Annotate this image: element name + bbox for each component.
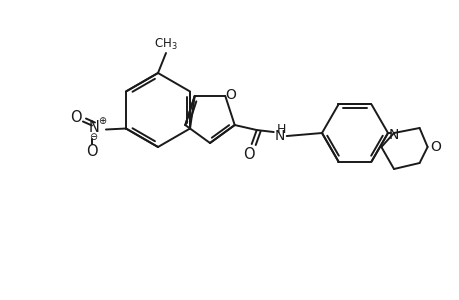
Text: O: O: [70, 110, 82, 125]
Text: N: N: [88, 120, 99, 135]
Text: O: O: [429, 140, 440, 154]
Text: O: O: [86, 144, 98, 159]
Text: O: O: [242, 146, 254, 161]
Text: ⊕: ⊕: [98, 116, 106, 125]
Text: O: O: [224, 88, 235, 102]
Text: N: N: [274, 129, 284, 143]
Text: H: H: [276, 122, 286, 136]
Text: CH$_3$: CH$_3$: [154, 37, 178, 52]
Text: ⊖: ⊖: [89, 131, 97, 142]
Text: N: N: [388, 128, 398, 142]
